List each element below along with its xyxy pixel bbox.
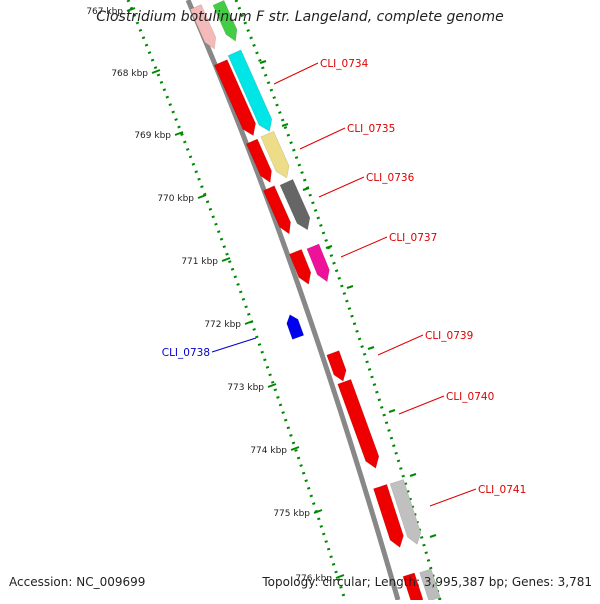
gene-label: CLI_0735 (347, 123, 395, 135)
gene-label: CLI_0734 (320, 58, 369, 70)
scale-tick-label: 771 kbp (181, 257, 218, 267)
cds-feature (326, 350, 347, 382)
label-cli-0740: CLI_0740 (398, 391, 494, 415)
gene-label: CLI_0739 (425, 330, 473, 342)
scale-tick-label: 767 kbp (86, 7, 123, 17)
gene-cli-0738-shape (286, 314, 305, 340)
cds-feature-shape (326, 350, 347, 382)
cds-feature (373, 484, 404, 548)
cds-feature (337, 378, 380, 469)
gene-label: CLI_0741 (478, 484, 526, 496)
callout-line (398, 395, 445, 415)
scale-tick (290, 446, 300, 451)
gene-feature-grey (419, 568, 441, 602)
outer-scale-tick (281, 123, 289, 127)
outer-scale-tick (388, 409, 396, 413)
label-cli-0734: CLI_0734 (273, 58, 369, 85)
label-cli-0737: CLI_0737 (340, 232, 437, 258)
gene-label: CLI_0737 (389, 232, 437, 244)
scale-tick (244, 320, 254, 325)
outer-scale-tick (302, 187, 310, 191)
cds-feature (245, 138, 272, 184)
gene-label: CLI_0740 (446, 391, 494, 403)
gene-feature-green (212, 0, 238, 42)
outer-scale-tick (325, 245, 333, 249)
callout-line (318, 176, 365, 198)
scale-tick-label: 768 kbp (111, 69, 148, 79)
gene-cli-0735-shape (260, 130, 290, 179)
scale-tick (151, 69, 161, 74)
callout-line (429, 488, 477, 507)
label-cli-0741: CLI_0741 (429, 484, 526, 507)
cds-feature-faded (189, 4, 217, 50)
scale-tick (126, 7, 136, 12)
scale-tick-label: 773 kbp (227, 383, 264, 393)
scale-tick-label: 772 kbp (204, 320, 241, 330)
scale-tick (313, 509, 323, 514)
callout-line (377, 334, 424, 356)
scale-tick-label: 769 kbp (134, 131, 171, 141)
cds-feature-shape (213, 59, 256, 137)
cds-feature-shape (289, 248, 312, 285)
scale-tick-label: 775 kbp (273, 509, 310, 519)
label-cli-0739: CLI_0739 (377, 330, 473, 356)
gene-cli-0737-shape (306, 243, 330, 283)
scale-tick-label: 774 kbp (250, 446, 287, 456)
callout-line (211, 337, 257, 353)
gene-cli-0734-shape (227, 49, 273, 132)
scale-tick (197, 194, 207, 199)
gene-label: CLI_0736 (366, 172, 415, 184)
gene-label: CLI_0738 (162, 347, 210, 359)
cds-feature-shape (373, 484, 404, 548)
cds-feature-shape (337, 378, 380, 469)
cds-feature (213, 59, 256, 137)
gene-cli-0735 (260, 130, 290, 179)
gene-cli-0741-shape (389, 479, 422, 545)
gene-cli-0738 (286, 314, 305, 340)
gene-feature-green-shape (212, 0, 238, 42)
genome-summary-text: Topology: circular; Length: 3,995,387 bp… (262, 575, 592, 589)
outer-scale-tick (346, 285, 354, 289)
scale-tick-label: 776 kbp (295, 574, 332, 584)
outer-scale-tick (367, 346, 375, 350)
label-cli-0738: CLI_0738 (162, 337, 257, 359)
scale-tick (221, 257, 231, 262)
callout-line (273, 62, 319, 85)
outer-scale-tick (259, 60, 267, 64)
inner-scale-ring (126, 0, 347, 601)
callout-line (340, 236, 388, 258)
outer-scale-tick (429, 534, 437, 538)
scale-tick-label: 770 kbp (157, 194, 194, 204)
scale-tick (267, 383, 277, 388)
scale-tick (174, 131, 184, 136)
callout-line (299, 127, 346, 150)
label-cli-0736: CLI_0736 (318, 172, 415, 198)
outer-scale-tick (409, 473, 417, 477)
gene-feature-grey-shape (419, 568, 441, 602)
label-cli-0735: CLI_0735 (299, 123, 395, 150)
map-title: Clostridium botulinum F str. Langeland, … (96, 9, 504, 25)
cds-feature (289, 248, 312, 285)
accession-text: Accession: NC_009699 (9, 575, 146, 589)
gene-cli-0734 (227, 49, 273, 132)
cds-feature-faded-shape (189, 4, 217, 50)
cds-feature (262, 185, 291, 235)
gene-cli-0741 (389, 479, 422, 545)
gene-cli-0736 (279, 179, 311, 231)
gene-cli-0737 (306, 243, 330, 283)
scale-tick (335, 574, 345, 579)
gene-cli-0736-shape (279, 179, 311, 231)
cds-feature-shape (245, 138, 272, 184)
cds-feature-shape (262, 185, 291, 235)
